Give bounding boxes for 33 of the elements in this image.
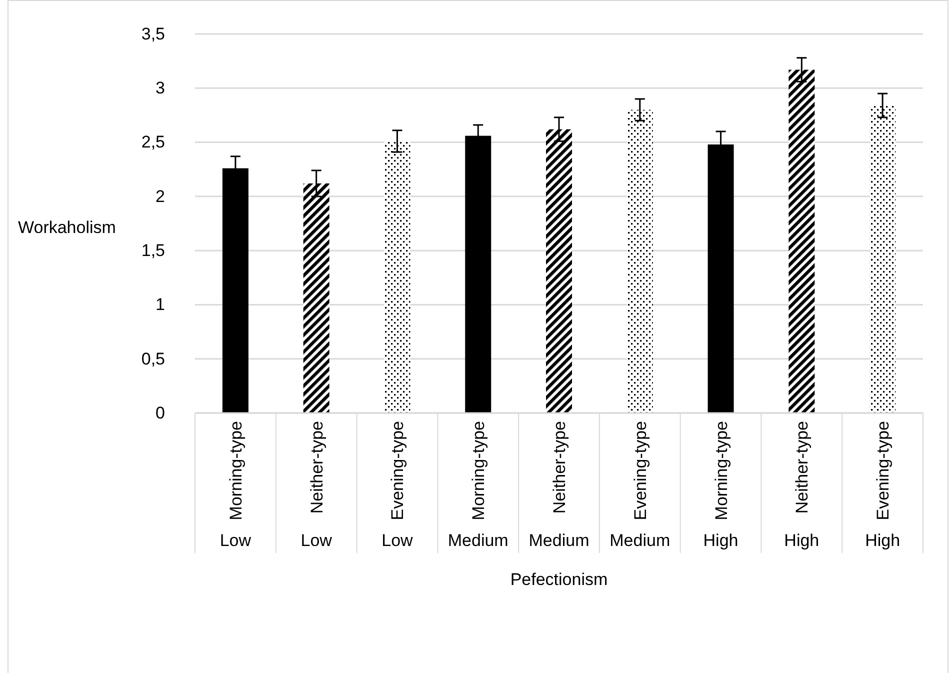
text: Low (220, 531, 252, 550)
x-tick-label: Neither-type (550, 421, 569, 514)
bar (546, 129, 572, 413)
x-tick-label: Evening-type (874, 421, 893, 520)
text: Medium (610, 531, 670, 550)
x-tick-label: Evening-type (630, 421, 650, 520)
y-tick-label: 1 (156, 295, 165, 314)
x-tick-label: Neither-type (792, 421, 812, 514)
y-tick-label: 0,5 (141, 349, 165, 368)
bar (870, 105, 896, 413)
x-tick-label: Neither-type (307, 421, 326, 514)
bar (626, 110, 653, 413)
text: Medium (448, 531, 508, 550)
y-tick-label: 1,5 (141, 241, 165, 260)
x-tick-label: Morning-type (226, 421, 246, 520)
text: Low (300, 531, 333, 550)
text: Medium (528, 531, 590, 550)
text: High (865, 531, 900, 550)
y-tick-label: 3 (156, 78, 165, 98)
x-axis-title: Pefectionism (510, 570, 608, 589)
text: High (784, 531, 820, 550)
y-tick-label: 0 (156, 403, 165, 422)
y-tick-label: 2 (156, 186, 165, 206)
bar (788, 70, 815, 413)
bar (303, 183, 330, 413)
text: High (703, 531, 738, 550)
y-tick-label: 3,5 (141, 24, 165, 44)
text: Low (382, 531, 414, 550)
x-tick-label: Evening-type (388, 421, 408, 520)
x-tick-label: Morning-type (712, 421, 731, 520)
y-tick-label: 2,5 (141, 132, 165, 152)
y-axis-title: Workaholism (18, 218, 116, 237)
x-tick-label: Morning-type (469, 421, 488, 520)
